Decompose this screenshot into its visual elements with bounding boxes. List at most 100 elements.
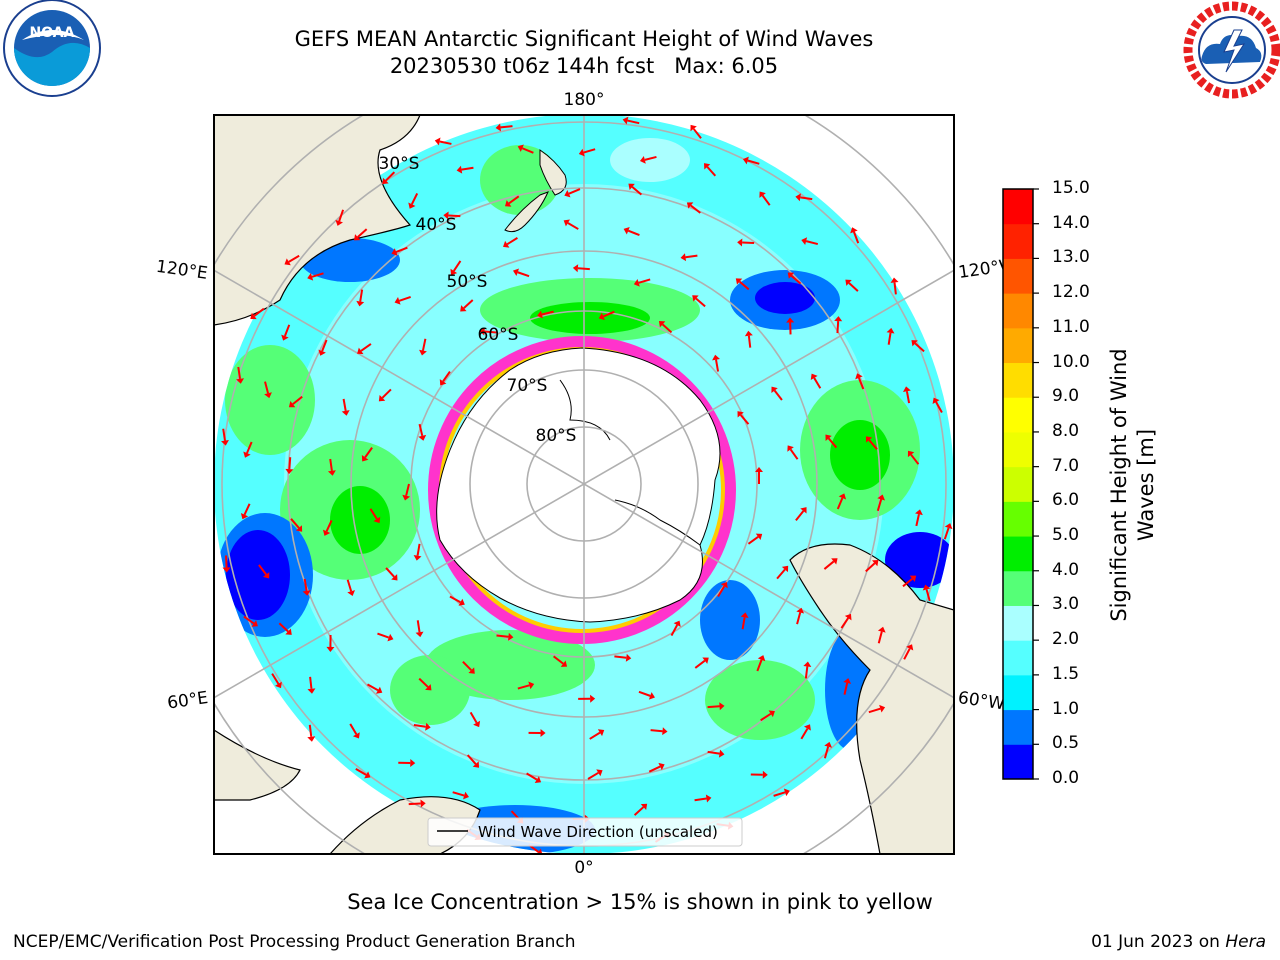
wave-direction-arrow-shaft: [349, 723, 358, 735]
wave-direction-arrow-head: [658, 320, 666, 328]
colorbar-tick-label: 0.5: [1052, 733, 1080, 754]
wave-direction-arrow-head: [322, 529, 331, 536]
wave-direction-arrow-shaft: [893, 282, 897, 295]
wave-direction-arrow-head: [800, 507, 807, 514]
wave-direction-arrow-shaft: [338, 209, 345, 222]
wave-direction-arrow-head: [850, 227, 858, 234]
wave-direction-arrow-head: [872, 559, 879, 567]
wave-direction-arrow-shaft: [355, 767, 367, 776]
wave-direction-arrow-head: [648, 692, 655, 700]
colorbar-tick-label: 7.0: [1052, 455, 1080, 476]
wave-direction-arrow-shaft: [706, 166, 717, 177]
wave-direction-arrow-shaft: [288, 254, 300, 263]
wave-direction-arrow-head: [408, 202, 416, 209]
wave-direction-arrow-head: [596, 769, 603, 777]
wave-direction-arrow-head: [563, 219, 570, 227]
lon-label-120e: 120°E: [155, 257, 209, 284]
colorbar-segment: [1003, 189, 1033, 225]
wave-direction-arrow-shaft: [496, 634, 509, 638]
wave-direction-arrow-head: [281, 334, 289, 341]
wave-direction-arrow-shaft: [747, 159, 760, 165]
wave-direction-arrow-head: [415, 631, 424, 638]
wave-direction-arrow-shaft: [449, 595, 461, 604]
wave-direction-arrow-head: [915, 509, 923, 516]
wave-direction-arrow-shaft: [359, 289, 364, 302]
wave-direction-arrow-head: [357, 347, 364, 355]
wave-direction-arrow-shaft: [369, 508, 378, 520]
wave-direction-arrow-shaft: [484, 330, 497, 334]
wave-direction-arrow-head: [251, 620, 258, 627]
lat-label-60s: 60°S: [478, 325, 519, 345]
colorbar-tick-label: 3.0: [1052, 594, 1080, 615]
svg-text:NOAA: NOAA: [30, 25, 75, 41]
wave-direction-arrow-head: [578, 148, 585, 157]
wave-direction-arrow-head: [361, 455, 369, 462]
wave-direction-arrow-head: [944, 523, 953, 530]
wave-direction-arrow-shaft: [410, 193, 419, 205]
wave-direction-arrow-head: [528, 681, 535, 690]
wave-direction-arrow-shaft: [385, 567, 395, 578]
wave-direction-arrow-shaft: [463, 299, 474, 309]
wave-direction-arrow-head: [845, 279, 852, 286]
wave-direction-arrow-shaft: [418, 423, 424, 437]
wave-direction-arrow-shaft: [381, 388, 392, 399]
wave-direction-arrow-head: [909, 575, 917, 582]
wave-direction-arrow-shaft: [800, 728, 809, 740]
wave-direction-arrow-head: [922, 584, 931, 591]
wave-direction-arrow-head: [327, 470, 336, 476]
title-line-1: GEFS MEAN Antarctic Significant Height o…: [294, 27, 874, 51]
wave-direction-arrow-shaft: [395, 246, 408, 253]
wave-direction-arrow-shaft: [773, 791, 786, 797]
wave-direction-arrow-shaft: [707, 705, 720, 709]
wave-direction-arrow-shaft: [887, 332, 892, 345]
colorbar-tick-label: 4.0: [1052, 559, 1080, 580]
wave-direction-arrow-shaft: [761, 194, 771, 206]
wave-direction-arrow-head: [537, 310, 543, 319]
wave-direction-arrow-head: [865, 436, 873, 443]
wave-direction-arrow-head: [911, 340, 918, 347]
wave-direction-arrow-head: [720, 581, 728, 589]
wave-direction-arrow-head: [302, 590, 311, 596]
wave-direction-arrow-head: [742, 156, 749, 165]
wave-direction-arrow-head: [560, 660, 568, 667]
wave-direction-arrow-head: [284, 258, 291, 266]
lat-label-80s: 80°S: [536, 426, 577, 446]
wave-direction-arrow-shaft: [638, 690, 651, 697]
wave-direction-arrow-shaft: [747, 536, 759, 545]
wind-wave-arrows: [221, 116, 953, 854]
wave-direction-arrow-head: [768, 710, 775, 718]
wave-direction-arrow-shaft: [442, 370, 451, 382]
wave-direction-arrow-shaft: [308, 724, 313, 737]
colorbar-segment: [1003, 431, 1033, 468]
wave-direction-arrow-head: [786, 317, 795, 323]
wave-direction-arrow-head: [844, 613, 852, 621]
wave-direction-arrow-shaft: [843, 682, 849, 695]
wave-direction-arrow-head: [932, 397, 940, 404]
wave-direction-arrow-shaft: [329, 458, 333, 471]
wave-direction-arrow-head: [737, 238, 743, 247]
noaa-logo: NOAA: [0, 0, 105, 100]
wave-direction-arrow-head: [662, 727, 668, 736]
wave-direction-arrow-shaft: [517, 684, 530, 690]
wave-direction-arrow-shaft: [517, 271, 530, 278]
wave-direction-arrow-shaft: [311, 272, 324, 278]
wave-direction-arrow-shaft: [292, 395, 303, 405]
wave-direction-arrow-head: [622, 116, 629, 125]
lat-label-40s: 40°S: [416, 215, 457, 235]
wave-direction-arrow-head: [705, 794, 712, 803]
colorbar-segment: [1003, 605, 1033, 641]
wave-direction-arrow-head: [757, 655, 766, 662]
sea-ice-edge: [428, 336, 736, 644]
wave-direction-arrow-head: [425, 722, 431, 731]
wave-direction-arrow-head: [468, 667, 475, 674]
wave-direction-arrow-head: [536, 848, 543, 854]
wave-direction-arrow-shaft: [342, 398, 347, 411]
footer-date: 01 Jun 2023 on Hera: [1091, 932, 1266, 952]
wave-direction-arrow-shaft: [805, 240, 819, 246]
lon-label-60w: 60°W: [957, 688, 1006, 714]
wave-direction-arrow-head: [458, 598, 465, 606]
wave-direction-arrow-head: [540, 728, 546, 737]
wave-direction-arrow-head: [285, 628, 292, 635]
wave-direction-arrow-head: [855, 373, 863, 380]
wave-direction-arrow-head: [640, 803, 648, 811]
